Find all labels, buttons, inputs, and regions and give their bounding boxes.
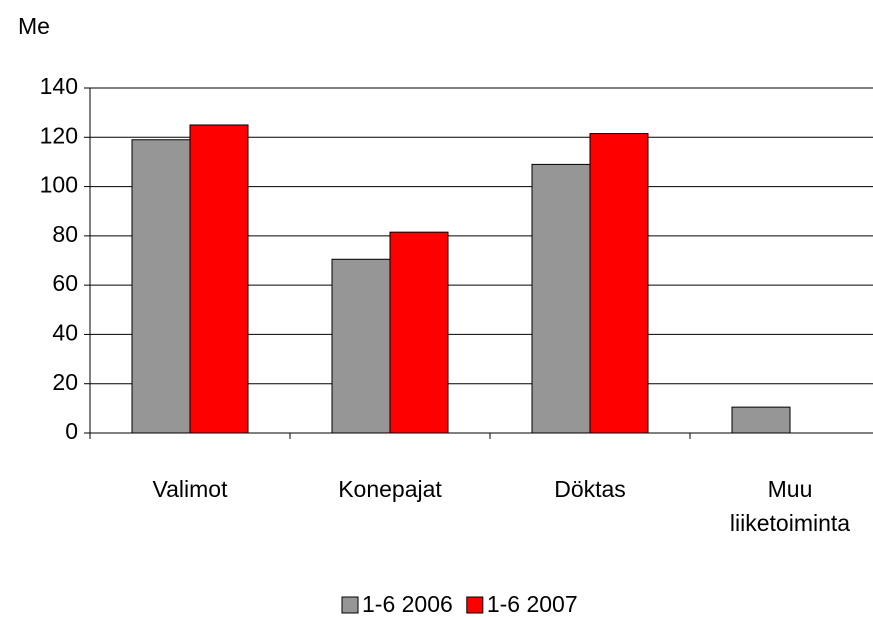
bar	[331, 258, 391, 434]
y-tick-label: 60	[52, 270, 78, 296]
x-tick-label: Döktas	[554, 476, 626, 502]
y-tick-label: 80	[52, 221, 78, 247]
legend-label: 1-6 2007	[487, 591, 578, 617]
y-tick-label: 0	[65, 418, 78, 444]
y-tick-label: 120	[40, 122, 78, 148]
x-tick-label: Valimot	[152, 476, 228, 502]
legend-swatch	[341, 596, 359, 614]
y-tick-label: 40	[52, 320, 78, 346]
y-tick-label: 100	[40, 172, 78, 198]
x-tick-label: Konepajat	[338, 476, 442, 502]
legend-label: 1-6 2006	[362, 591, 453, 617]
x-tick-label: Muu liiketoiminta	[729, 476, 851, 536]
bar	[189, 124, 249, 434]
bar	[531, 163, 591, 434]
bar	[131, 139, 191, 434]
bar	[389, 231, 449, 434]
legend-swatch	[466, 596, 484, 614]
y-tick-label: 140	[40, 73, 78, 99]
y-tick-label: 20	[52, 369, 78, 395]
y-axis-label: Me	[18, 13, 50, 39]
bar	[589, 133, 649, 434]
bar	[731, 406, 791, 434]
